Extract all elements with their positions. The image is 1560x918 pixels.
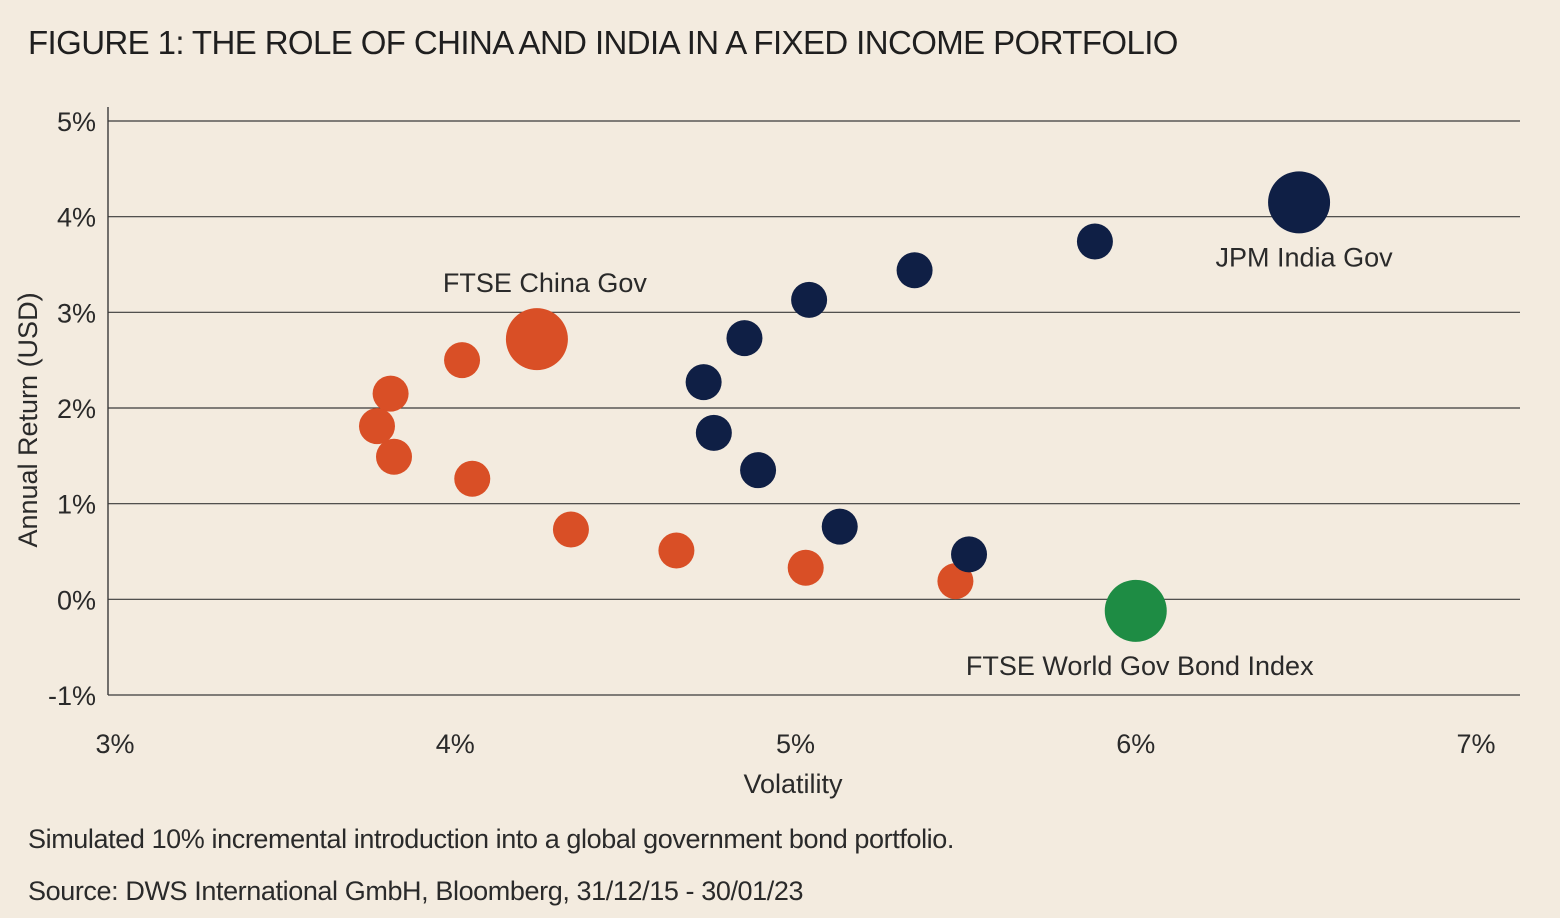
data-point-china <box>444 342 481 379</box>
data-point-china <box>358 408 395 445</box>
data-point-india <box>726 320 763 357</box>
data-point-china <box>552 511 589 548</box>
data-point-india <box>821 508 858 545</box>
data-point-india <box>951 536 988 573</box>
x-axis-label: Volatility <box>743 769 843 799</box>
y-tick-label: 3% <box>57 298 96 328</box>
data-point-china <box>454 460 491 497</box>
points-layer <box>358 171 1331 642</box>
point-annotation: JPM India Gov <box>1216 242 1394 272</box>
x-tick-label: 4% <box>436 729 475 759</box>
data-point-world <box>1104 579 1167 642</box>
data-point-india <box>896 252 933 289</box>
chart-title: FIGURE 1: THE ROLE OF CHINA AND INDIA IN… <box>28 24 1178 61</box>
source-note: Source: DWS International GmbH, Bloomber… <box>28 876 804 906</box>
data-point-india <box>695 414 732 451</box>
x-tick-label: 6% <box>1116 729 1155 759</box>
data-point-china <box>787 549 824 586</box>
data-point-china <box>372 375 409 412</box>
data-point-india <box>1076 223 1113 260</box>
y-tick-label: 1% <box>57 490 96 520</box>
data-point-china <box>505 308 568 371</box>
y-tick-label: -1% <box>48 681 96 711</box>
data-point-china <box>376 438 413 475</box>
point-annotation: FTSE World Gov Bond Index <box>966 651 1314 681</box>
data-point-india <box>1268 171 1331 234</box>
labels-layer: FTSE China Gov JPM India Gov FTSE World Go… <box>443 242 1393 680</box>
x-tick-label: 3% <box>95 729 134 759</box>
data-point-india <box>740 452 777 489</box>
y-tick-label: 5% <box>57 107 96 137</box>
data-point-india <box>791 281 828 318</box>
footnote: Simulated 10% incremental introduction i… <box>28 824 954 854</box>
data-point-china <box>658 532 695 569</box>
x-tick-label: 5% <box>776 729 815 759</box>
x-tick-label: 7% <box>1456 729 1495 759</box>
y-axis-label: Annual Return (USD) <box>13 292 43 547</box>
axis-layer: 5% 4% 3% 2% 1% 0% -1% 3% 4% 5% 6% 7% <box>48 107 1496 759</box>
data-point-india <box>685 364 722 401</box>
y-tick-label: 0% <box>57 585 96 615</box>
data-point-china <box>937 563 974 600</box>
point-annotation: FTSE China Gov <box>443 268 648 298</box>
y-tick-label: 4% <box>57 203 96 233</box>
y-tick-label: 2% <box>57 394 96 424</box>
